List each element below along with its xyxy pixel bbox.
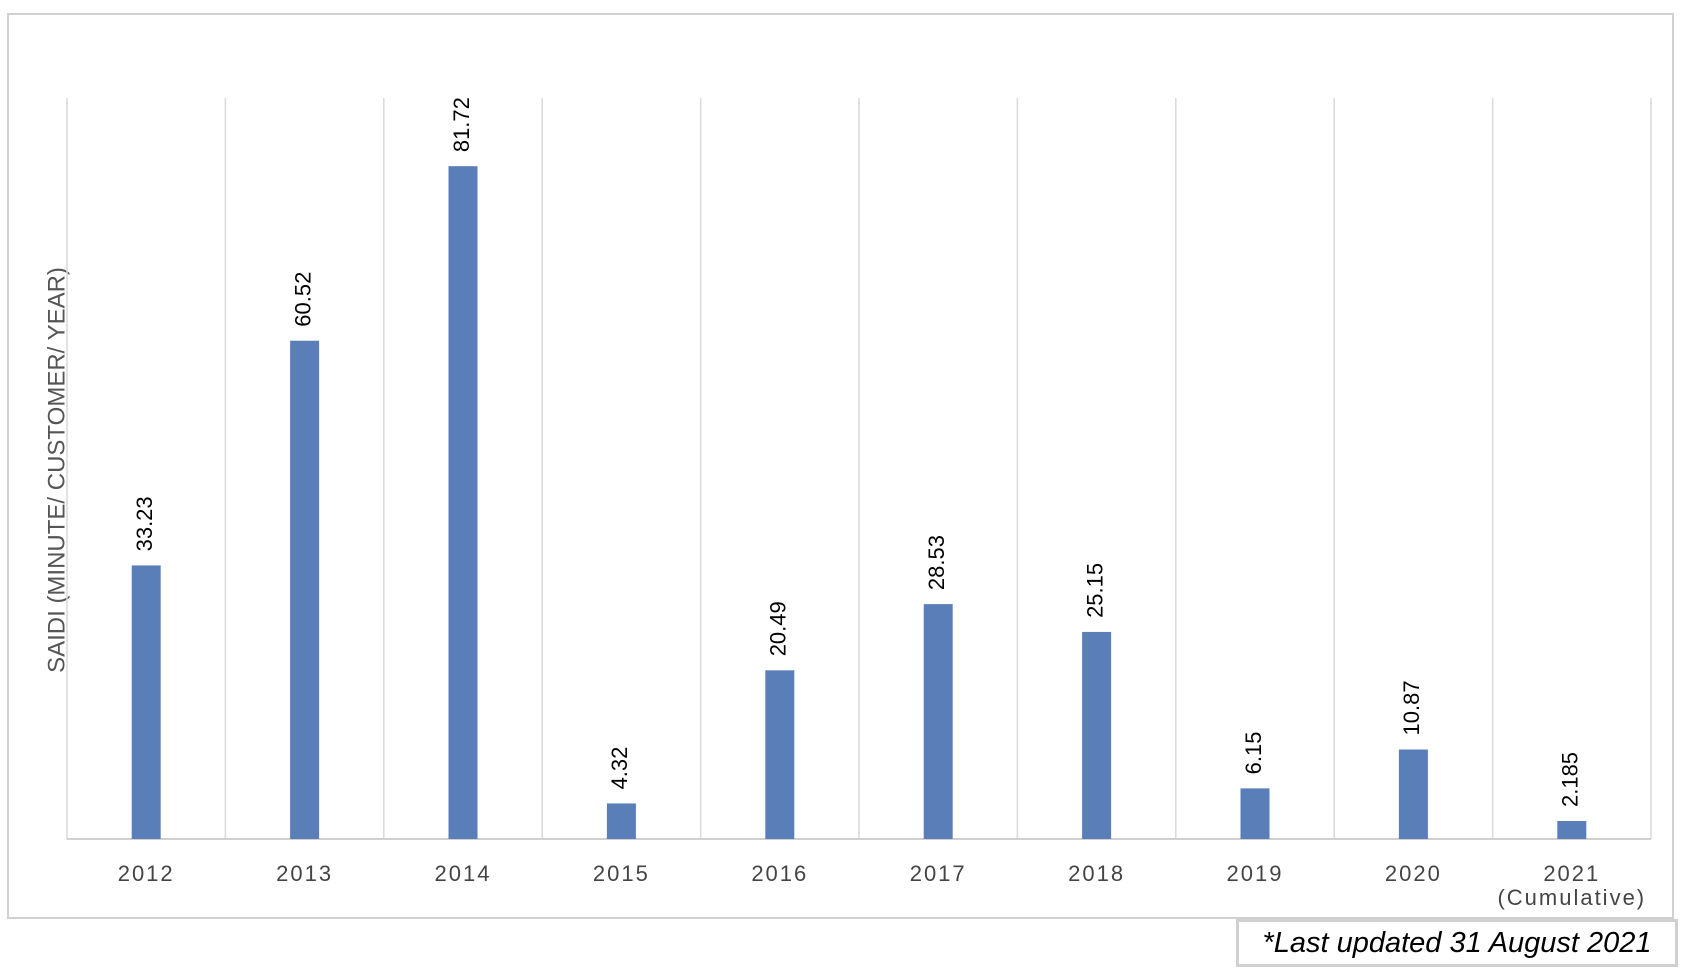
footnote: *Last updated 31 August 2021 [1236,919,1678,967]
value-label: 4.32 [607,747,632,790]
x-tick-label: 2014 [434,861,492,886]
x-tick-label: 2021 (Cumulative) [1497,861,1647,910]
value-label: 33.23 [132,496,157,551]
x-tick-label: 2018 [1068,861,1126,886]
value-label: 60.52 [290,272,315,327]
bar [765,670,795,839]
x-tick-label: 2017 [909,861,967,886]
x-tick-label: 2019 [1226,861,1284,886]
chart-frame [7,13,1674,919]
x-tick-label: 2012 [117,861,175,886]
bar [1240,788,1270,839]
bar [1557,821,1587,839]
bar [923,604,953,839]
x-tick-label: 2013 [276,861,334,886]
y-axis-label: SAIDI (MINUTE/ CUSTOMER/ YEAR) [43,267,70,673]
x-tick-label: 2020 [1384,861,1442,886]
bar [131,565,161,839]
value-label: 28.53 [924,535,949,590]
bar [290,340,320,839]
value-label: 81.72 [449,97,474,152]
value-label: 20.49 [766,601,791,656]
bar [606,803,636,839]
bar [1082,631,1112,839]
bar [448,166,478,839]
value-label: 6.15 [1241,732,1266,775]
value-label: 2.185 [1558,752,1583,807]
bar [1398,749,1428,839]
x-tick-label: 2016 [751,861,809,886]
value-label: 10.87 [1399,680,1424,735]
x-tick-label: 2015 [592,861,650,886]
value-label: 25.15 [1082,563,1107,618]
